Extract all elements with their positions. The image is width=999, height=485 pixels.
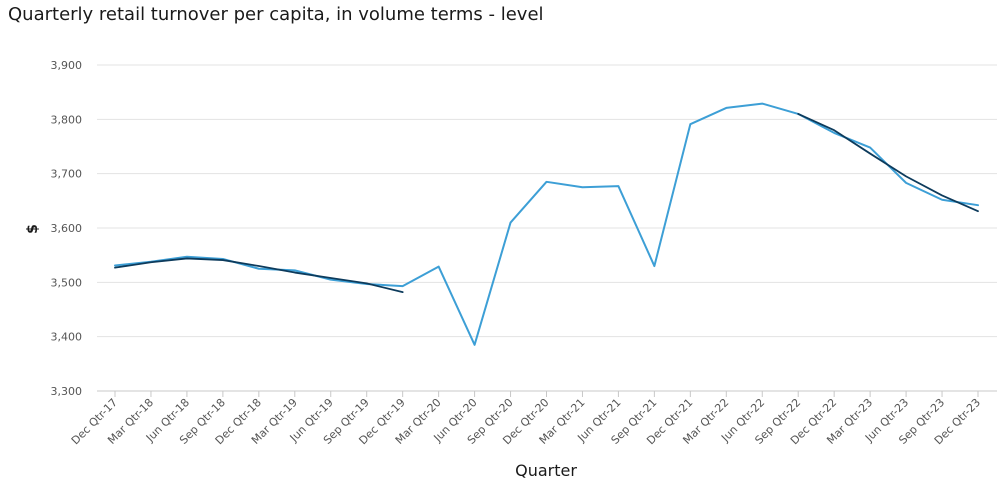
y-tick-label: 3,800 xyxy=(51,113,83,126)
series-line-1 xyxy=(114,102,979,346)
y-tick-label: 3,600 xyxy=(51,222,83,235)
x-axis xyxy=(97,390,997,397)
y-tick-label: 3,900 xyxy=(51,59,83,72)
series-line-2 xyxy=(114,113,979,294)
series-lines xyxy=(114,102,979,346)
y-tick-label: 3,700 xyxy=(51,168,83,181)
y-axis-title: $ xyxy=(25,224,41,234)
y-tick-label: 3,500 xyxy=(51,276,83,289)
chart-title: Quarterly retail turnover per capita, in… xyxy=(8,4,544,25)
gridlines xyxy=(97,64,997,338)
y-axis-tick-labels: 3,300 3,400 3,500 3,600 3,700 3,800 3,900 xyxy=(51,59,83,398)
x-axis-title: Quarter xyxy=(515,461,577,480)
y-tick-label: 3,400 xyxy=(51,331,83,344)
y-tick-label: 3,300 xyxy=(51,385,83,398)
